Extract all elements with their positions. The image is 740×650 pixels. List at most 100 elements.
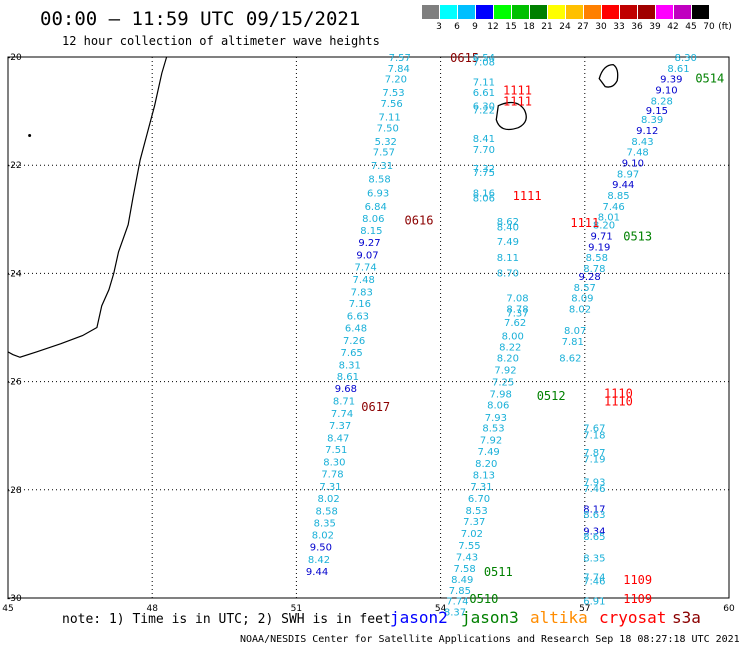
swh-value: 7.74 [583,572,605,583]
swh-value: 7.19 [583,454,605,465]
scale-label: 24 [559,22,571,32]
swh-value: 9.34 [583,526,605,537]
swh-value: 9.44 [612,180,634,191]
swh-value: 9.19 [588,242,610,253]
y-tick-label: -28 [7,486,22,496]
scale-label: 18 [523,22,535,32]
swh-value: 8.58 [316,506,338,517]
scale-label: 33 [613,22,625,32]
swh-value: 7.78 [321,470,343,481]
x-tick-label: 48 [146,604,158,614]
scale-swatch [674,5,691,19]
swh-value: 8.13 [473,471,495,482]
swh-value: 7.57 [389,53,411,64]
swh-value: 8.62 [559,353,581,364]
swh-value: 7.55 [458,541,480,552]
swh-value: 7.74 [446,597,468,608]
scale-label: 45 [685,22,697,32]
x-tick-label: 54 [435,604,447,614]
swh-value: 9.71 [590,232,612,243]
swh-value: 8.78 [506,305,528,316]
swh-value: 7.74 [354,262,376,273]
scale-swatch [422,5,439,19]
pass-time-label: 0616 [405,213,434,227]
swh-value: 7.11 [473,77,495,88]
swh-value: 7.92 [480,435,502,446]
swh-value: 9.27 [358,238,380,249]
swh-value: 8.17 [583,505,605,516]
swh-value: 7.57 [373,148,395,159]
swh-value: 6.91 [583,597,605,608]
scale-label: 6 [454,22,460,32]
footer-note: note: 1) Time is in UTC; 2) SWH is in fe… [62,612,391,627]
swh-value: 8.85 [607,191,629,202]
page-title: 00:00 – 11:59 UTC 09/15/2021 [40,8,361,30]
swh-value: 8.97 [617,169,639,180]
swh-value: 8.01 [598,213,620,224]
scale-swatch [692,5,709,19]
swh-value: 7.51 [325,445,347,456]
swh-value: 8.20 [497,353,519,364]
swh-value: 9.12 [636,126,658,137]
swh-value: 9.28 [578,272,600,283]
pass-time-label: 0615 [450,51,479,65]
scale-label: 36 [631,22,643,32]
swh-value: 8.28 [651,96,673,107]
swh-value: 7.18 [583,431,605,442]
reunion-island [495,101,527,131]
swh-value: 7.26 [343,336,365,347]
swh-value: 8.65 [583,532,605,543]
scale-swatch [656,5,673,19]
swh-value: 7.22 [473,105,495,116]
swh-value: 7.20 [385,75,407,86]
y-tick-label: -30 [7,594,22,604]
swh-value: 6.54 [473,53,495,64]
scale-swatch [638,5,655,19]
swh-value: 8.58 [368,175,390,186]
swh-value: 7.46 [603,202,625,213]
swh-value: 6.30 [473,102,495,113]
scale-label: 12 [487,22,499,32]
y-tick-label: -24 [7,269,22,279]
x-tick-label: 45 [2,604,13,614]
swh-value: 8.71 [333,397,355,408]
swh-value: 5.32 [375,137,397,148]
swh-value: 7.25 [492,378,514,389]
swh-value: 8.16 [473,188,495,199]
swh-value: 7.93 [485,413,507,424]
swh-value: 7.81 [562,337,584,348]
scale-swatch [476,5,493,19]
scale-label: 21 [541,22,553,32]
swh-value: 7.83 [351,287,373,298]
swh-value: 7.75 [473,168,495,179]
swh-value: 8.35 [314,518,336,529]
swh-value: 9.15 [646,106,668,117]
footer-credit: NOAA/NESDIS Center for Satellite Applica… [240,634,740,645]
pass-time-label: 1111 [503,94,532,108]
swh-value: 7.31 [319,482,341,493]
swh-value: 7.46 [583,484,605,495]
scale-label: 15 [505,22,517,32]
swh-value: 9.07 [356,250,378,261]
scale-label: 27 [577,22,589,32]
pass-time-label: 1110 [604,386,633,400]
swh-value: 7.31 [470,482,492,493]
swh-value: 8.62 [497,217,519,228]
swh-value: 8.15 [360,226,382,237]
scale-label: 30 [595,22,607,32]
swh-value: 8.02 [312,531,334,542]
legend-cryosat: cryosat [599,608,667,627]
swh-value: 7.02 [461,529,483,540]
swh-value: 7.58 [454,564,476,575]
swh-value: 8.41 [473,134,495,145]
swh-value: 7.70 [473,145,495,156]
swh-value: 6.48 [345,324,367,335]
swh-value: 8.61 [667,64,689,75]
swh-value: 7.93 [583,478,605,489]
pass-time-label: 0514 [695,72,724,86]
swh-value: 8.09 [571,294,593,305]
swh-value: 8.20 [593,221,615,232]
swh-value: 8.57 [574,283,596,294]
scale-swatch [458,5,475,19]
swh-value: 7.48 [627,148,649,159]
